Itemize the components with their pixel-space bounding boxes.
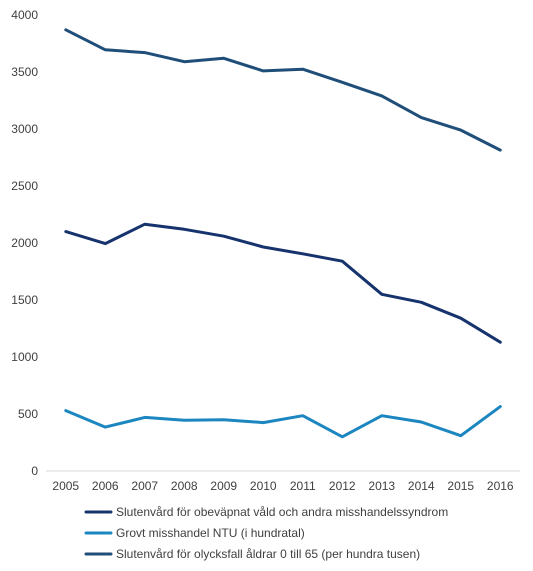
y-tick-label: 2500 (11, 179, 38, 193)
x-axis-tick-labels: 2005 2006 2007 2008 2009 2010 2011 2012 2013 2014… (52, 479, 514, 493)
y-tick-label: 3000 (11, 122, 38, 136)
x-tick-label: 2011 (290, 479, 316, 493)
x-tick-label: 2009 (210, 479, 237, 493)
legend: Slutenvård för obeväpnat våld och andra … (84, 505, 448, 561)
series-line-1 (64, 222, 502, 344)
x-tick-label: 2007 (131, 479, 158, 493)
legend-label-3: Slutenvård för olycksfall åldrar 0 till … (116, 547, 420, 561)
y-tick-label: 500 (18, 407, 38, 421)
x-tick-label: 2013 (368, 479, 395, 493)
legend-label-1: Slutenvård för obeväpnat våld och andra … (116, 505, 448, 519)
y-tick-label: 2000 (11, 236, 38, 250)
y-tick-label: 1000 (11, 350, 38, 364)
series-line-2 (64, 405, 502, 439)
x-tick-label: 2010 (250, 479, 277, 493)
x-tick-label: 2014 (408, 479, 435, 493)
series-lines (64, 28, 502, 439)
series-line-3 (64, 28, 502, 152)
x-tick-label: 2008 (171, 479, 198, 493)
y-tick-label: 4000 (11, 8, 38, 22)
x-tick-label: 2006 (92, 479, 119, 493)
x-tick-label: 2005 (52, 479, 79, 493)
y-tick-label: 1500 (11, 293, 38, 307)
x-tick-label: 2015 (447, 479, 474, 493)
y-axis-tick-labels: 0 500 1000 1500 2000 2500 3000 3500 4000 (11, 8, 38, 478)
legend-label-2: Grovt misshandel NTU (i hundratal) (116, 526, 305, 540)
y-tick-label: 3500 (11, 65, 38, 79)
x-tick-label: 2016 (487, 479, 514, 493)
x-tick-label: 2012 (329, 479, 356, 493)
y-tick-label: 0 (31, 464, 38, 478)
